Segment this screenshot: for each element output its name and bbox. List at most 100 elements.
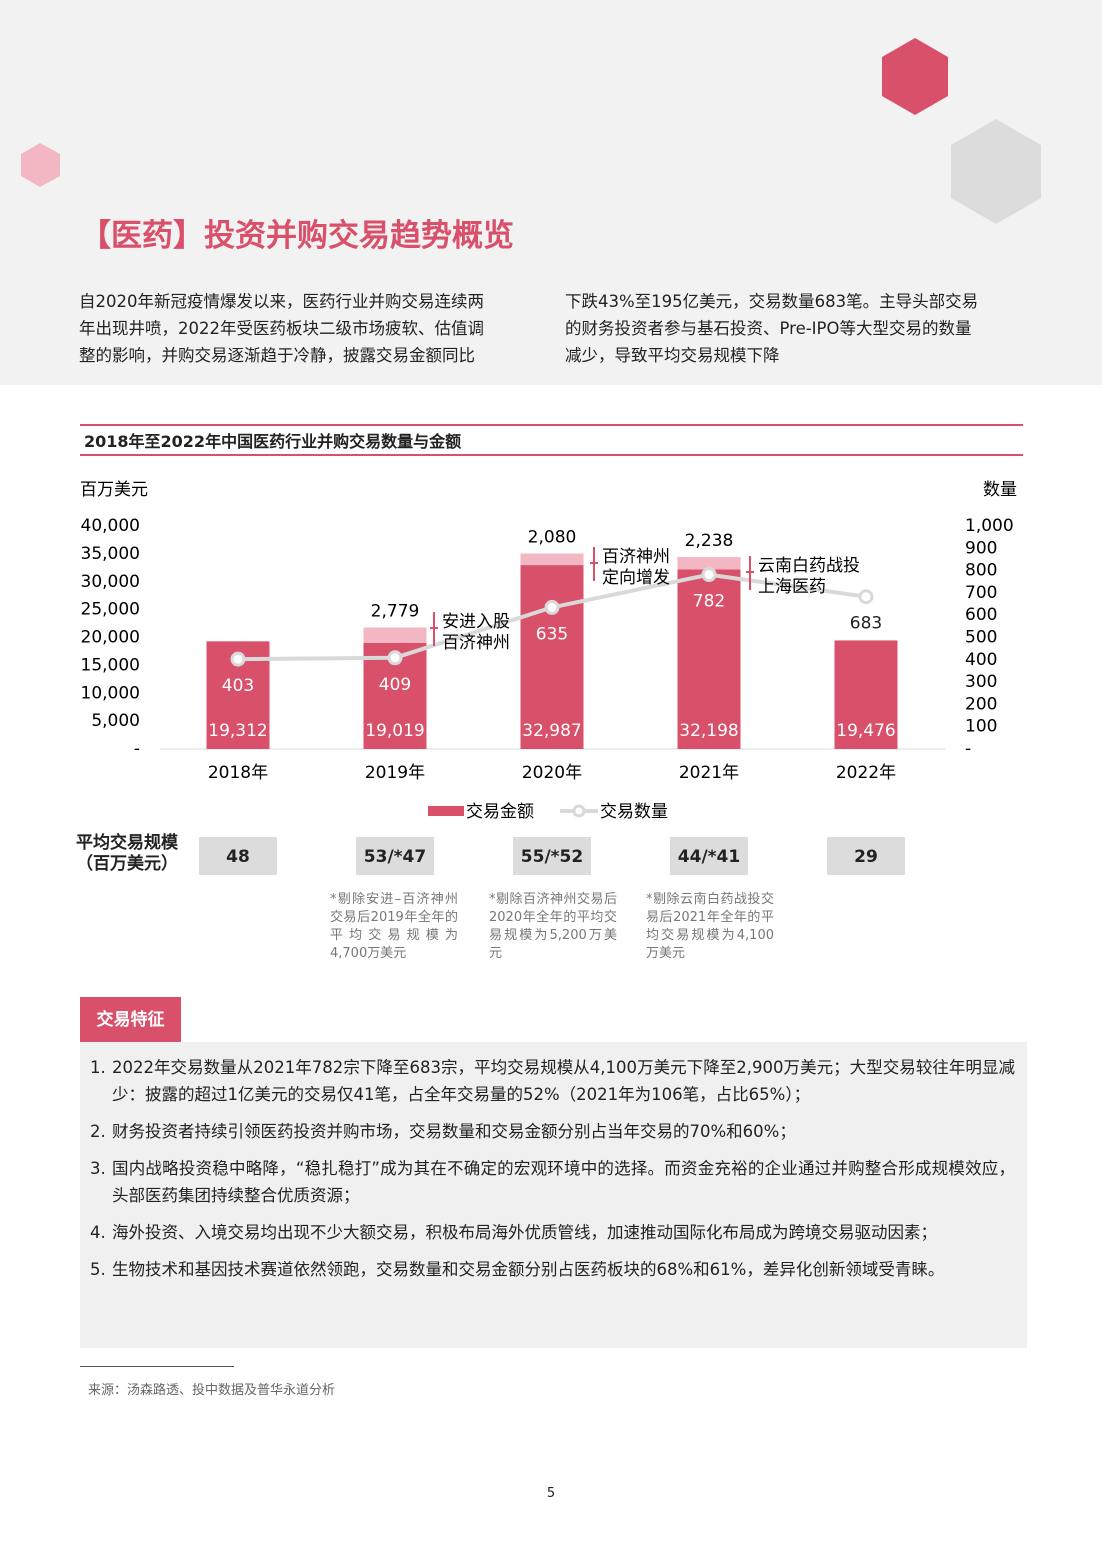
feature-item: 2. 财务投资者持续引领医药投资并购市场，交易数量和交易金额分别占当年交易的70%… xyxy=(90,1118,1015,1145)
count-point xyxy=(230,651,246,667)
intro-left: 自2020年新冠疫情爆发以来，医药行业并购交易连续两 年出现井喷，2022年受医药… xyxy=(79,288,484,369)
y-tick-label: 35,000 xyxy=(81,544,140,564)
feature-text: 国内战略投资稳中略降，“稳扎稳打”成为其在不确定的宏观环境中的选择。而资金充裕的… xyxy=(112,1159,1015,1205)
feature-item: 3. 国内战略投资稳中略降，“稳扎稳打”成为其在不确定的宏观环境中的选择。而资金充… xyxy=(90,1155,1015,1209)
y-axis-label: 百万美元 xyxy=(80,480,148,500)
annotation: 安进入股 xyxy=(442,612,510,632)
segment-label: 2,238 xyxy=(685,531,734,551)
y2-tick-label: 700 xyxy=(965,583,997,603)
source-rule xyxy=(80,1366,234,1367)
segment-label: 2,080 xyxy=(528,528,577,548)
avg-label: 平均交易规模 （百万美元） xyxy=(76,833,178,875)
avg-label-line: （百万美元） xyxy=(76,854,178,874)
bar-label: 19,476 xyxy=(836,721,895,741)
decor xyxy=(21,38,1041,224)
bar-label: 32,987 xyxy=(522,721,581,741)
intro-line: 的财务投资者参与基石投资、Pre-IPO等大型交易的数量 xyxy=(565,319,972,338)
feature-text: 海外投资、入境交易均出现不少大额交易，积极布局海外优质管线，加速推动国际化布局成… xyxy=(112,1223,937,1242)
bar xyxy=(520,565,584,749)
page-title: 【医药】投资并购交易趋势概览 xyxy=(80,218,514,254)
count-label: 635 xyxy=(536,624,568,644)
y2-tick-label: 800 xyxy=(965,561,997,581)
intro-right: 下跌43%至195亿美元，交易数量683笔。主导头部交易 的财务投资者参与基石投资… xyxy=(565,288,978,369)
bar-segment xyxy=(677,557,741,570)
feature-text: 生物技术和基因技术赛道依然领跑，交易数量和交易金额分别占医药板块的68%和61%… xyxy=(112,1260,945,1279)
y2-tick-label: 300 xyxy=(965,672,997,692)
annotation: 云南白药战投 xyxy=(758,556,860,576)
y2-axis-label: 数量 xyxy=(983,480,1017,500)
y-tick-label: 20,000 xyxy=(81,628,140,648)
feature-number: 4. xyxy=(90,1223,106,1242)
count-point xyxy=(701,567,717,583)
feature-item: 4. 海外投资、入境交易均出现不少大额交易，积极布局海外优质管线，加速推动国际化布… xyxy=(90,1219,1015,1246)
y-tick-label: - xyxy=(134,739,140,759)
avg-box: 48 xyxy=(199,837,277,875)
avg-box: 53/*47 xyxy=(356,837,434,875)
source: 来源：汤森路透、投中数据及普华永道分析 xyxy=(88,1383,336,1398)
count-label: 403 xyxy=(222,676,254,696)
feature-item: 1. 2022年交易数量从2021年782宗下降至683宗，平均交易规模从4,10… xyxy=(90,1054,1015,1108)
feature-number: 1. xyxy=(90,1058,106,1077)
y-tick-label: 10,000 xyxy=(81,683,140,703)
annotation: 上海医药 xyxy=(758,577,826,597)
y2-tick-label: 900 xyxy=(965,538,997,558)
count-point xyxy=(387,650,403,666)
annotation: 定向增发 xyxy=(602,568,670,588)
avg-box: 29 xyxy=(827,837,905,875)
annotation-bracket xyxy=(590,547,598,581)
intro-line: 下跌43%至195亿美元，交易数量683笔。主导头部交易 xyxy=(565,292,979,311)
section-heading: 交易特征 xyxy=(80,997,181,1042)
bar-label: 19,019 xyxy=(365,721,424,741)
bar-segment xyxy=(363,627,427,643)
chart: 百万美元 数量 - 5,000 10,000 15,000 20,000 25,000 30… xyxy=(80,480,1017,822)
x-tick-label: 2018年 xyxy=(208,763,268,783)
feature-text: 财务投资者持续引领医药投资并购市场，交易数量和交易金额分别占当年交易的70%和6… xyxy=(112,1122,796,1141)
y2-tick-label: 100 xyxy=(965,717,997,737)
bar-segment xyxy=(520,553,584,566)
chart-title: 2018年至2022年中国医药行业并购交易数量与金额 xyxy=(80,424,1023,456)
intro-line: 自2020年新冠疫情爆发以来，医药行业并购交易连续两 xyxy=(79,292,484,311)
bar xyxy=(677,569,741,749)
y2-tick-label: 1,000 xyxy=(965,516,1014,536)
y-tick-label: 40,000 xyxy=(81,516,140,536)
legend-swatch xyxy=(572,804,586,818)
avg-box: 44/*41 xyxy=(670,837,748,875)
bar-label: 19,312 xyxy=(208,721,267,741)
note: *剔除百济神州交易后2020年全年的平均交易规模为5,200万美元 xyxy=(489,892,617,961)
feature-item: 5. 生物技术和基因技术赛道依然领跑，交易数量和交易金额分别占医药板块的68%和6… xyxy=(90,1256,1015,1283)
note: *剔除安进–百济神州交易后2019年全年的平均交易规模为4,700万美元 xyxy=(330,892,458,961)
y2-tick-label: - xyxy=(965,739,971,759)
annotation: 百济神州 xyxy=(602,547,670,567)
feature-list: 1. 2022年交易数量从2021年782宗下降至683宗，平均交易规模从4,10… xyxy=(80,1042,1027,1348)
intro-line: 减少，导致平均交易规模下降 xyxy=(565,346,780,365)
annotation-bracket xyxy=(746,556,754,590)
count-label: 409 xyxy=(379,675,411,695)
legend-label: 交易金额 xyxy=(466,802,534,822)
y2-tick-label: 400 xyxy=(965,650,997,670)
count-label: 683 xyxy=(850,614,882,634)
segment-label: 2,779 xyxy=(371,601,420,621)
y2-tick-label: 500 xyxy=(965,628,997,648)
feature-number: 2. xyxy=(90,1122,106,1141)
intro-line: 年出现井喷，2022年受医药板块二级市场疲软、估值调 xyxy=(79,319,484,338)
y-tick-label: 5,000 xyxy=(91,711,140,731)
x-tick-label: 2019年 xyxy=(365,763,425,783)
count-label: 782 xyxy=(693,592,725,612)
legend-label: 交易数量 xyxy=(600,802,668,822)
x-tick-label: 2020年 xyxy=(522,763,582,783)
page-number: 5 xyxy=(546,1486,556,1501)
legend-swatch xyxy=(428,806,464,816)
bar-label: 32,198 xyxy=(679,721,738,741)
y-tick-label: 30,000 xyxy=(81,572,140,592)
note: *剔除云南白药战投交易后2021年全年的平均交易规模为4,100万美元 xyxy=(646,892,774,961)
y-tick-label: 15,000 xyxy=(81,655,140,675)
feature-number: 3. xyxy=(90,1159,106,1178)
count-point xyxy=(858,589,874,605)
count-point xyxy=(544,599,560,615)
x-tick-label: 2022年 xyxy=(836,763,896,783)
annotation-bracket xyxy=(430,612,438,646)
y-tick-label: 25,000 xyxy=(81,600,140,620)
avg-label-line: 平均交易规模 xyxy=(76,833,178,853)
feature-text: 2022年交易数量从2021年782宗下降至683宗，平均交易规模从4,100万… xyxy=(112,1058,1015,1104)
